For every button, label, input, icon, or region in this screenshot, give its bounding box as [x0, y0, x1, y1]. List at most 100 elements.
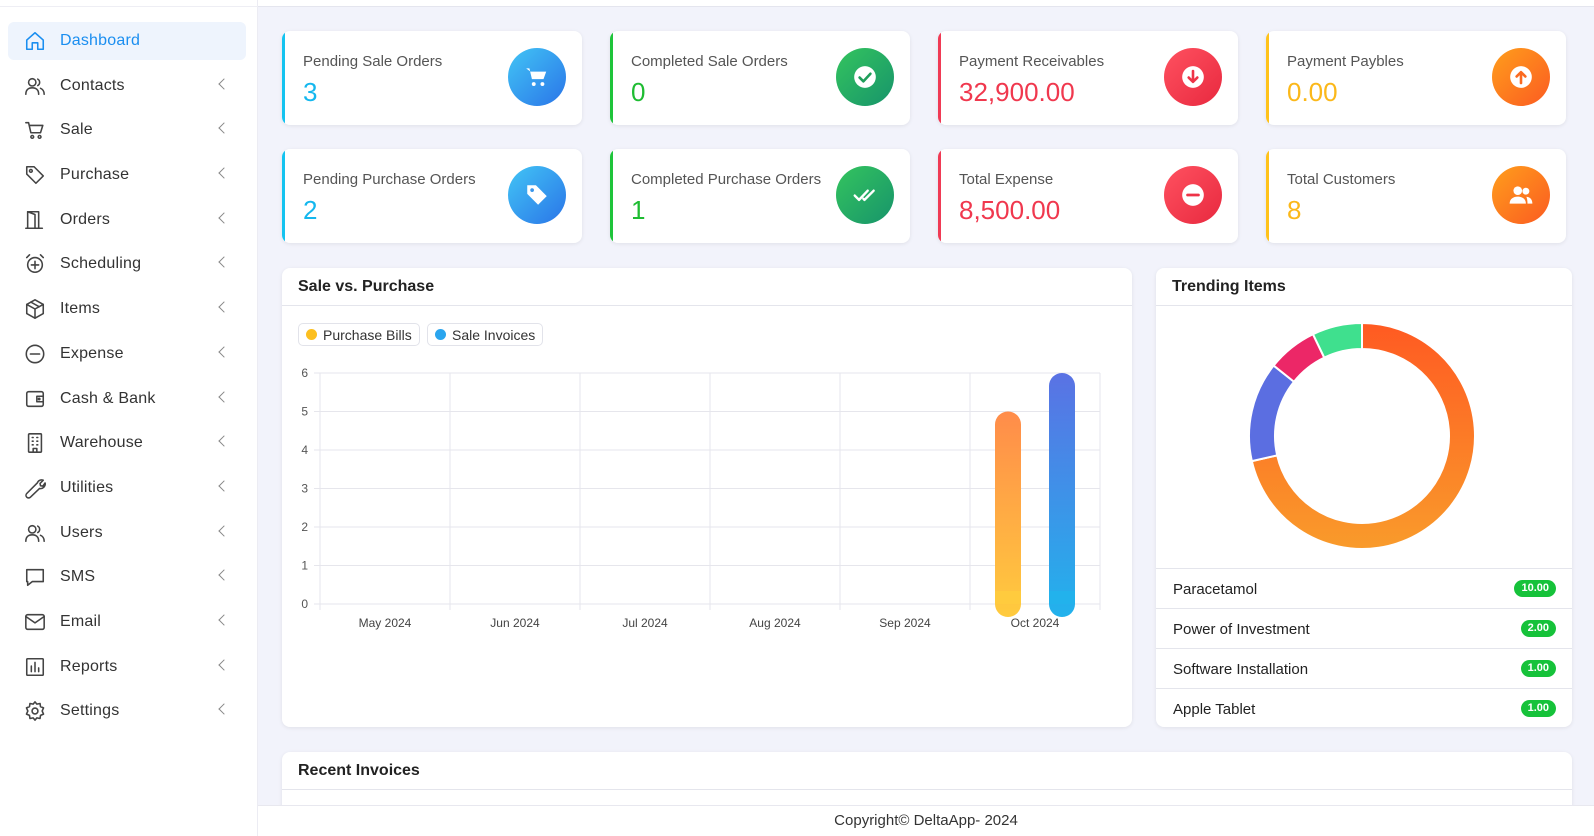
- payment-paybles-card[interactable]: Payment Paybles 0.00: [1266, 31, 1566, 125]
- stat-label: Completed Sale Orders: [631, 53, 788, 70]
- sidebar-item-label: Sale: [60, 121, 93, 139]
- legend-sale-invoices[interactable]: Sale Invoices: [427, 323, 544, 346]
- stat-label: Pending Sale Orders: [303, 53, 443, 70]
- y-tick-label: 3: [301, 482, 308, 496]
- trending-item-row[interactable]: Apple Tablet 1.00: [1156, 688, 1572, 727]
- y-tick-label: 1: [301, 559, 308, 573]
- bar-sale-invoices[interactable]: [1049, 373, 1075, 617]
- chevron-left-icon: [218, 703, 230, 715]
- x-tick-label: Sep 2024: [879, 616, 931, 630]
- sidebar-item-expense[interactable]: Expense: [8, 335, 246, 373]
- tag-icon: [508, 166, 566, 224]
- building-icon: [24, 432, 46, 454]
- stat-value: 2: [303, 195, 318, 225]
- y-tick-label: 2: [301, 520, 308, 534]
- sidebar-top-divider: [0, 6, 258, 7]
- wrench-icon: [24, 477, 46, 499]
- sidebar-item-sms[interactable]: SMS: [8, 558, 246, 596]
- stat-label: Pending Purchase Orders: [303, 171, 476, 188]
- cart-icon: [24, 119, 46, 141]
- alarm-icon: [24, 253, 46, 275]
- trending-item-row[interactable]: Paracetamol 10.00: [1156, 568, 1572, 607]
- legend-purchase-bills[interactable]: Purchase Bills: [298, 323, 420, 346]
- chevron-left-icon: [218, 167, 230, 179]
- sidebar: Dashboard Contacts Sale Purchase Orders …: [0, 0, 258, 836]
- chevron-left-icon: [218, 346, 230, 358]
- panel-title: Sale vs. Purchase: [298, 278, 435, 295]
- minus-circle-icon: [1164, 166, 1222, 224]
- completed-purchase-orders-card[interactable]: Completed Purchase Orders 1: [610, 149, 910, 243]
- stat-value: 8,500.00: [959, 195, 1061, 225]
- trending-item-row[interactable]: Power of Investment 2.00: [1156, 608, 1572, 647]
- sidebar-item-label: Utilities: [60, 478, 114, 496]
- stat-label: Completed Purchase Orders: [631, 171, 822, 188]
- chevron-left-icon: [218, 78, 230, 90]
- sidebar-item-cash-bank[interactable]: Cash & Bank: [8, 380, 246, 418]
- sidebar-item-users[interactable]: Users: [8, 514, 246, 552]
- bar-purchase-bills[interactable]: [995, 411, 1021, 618]
- donut-slice-power-of-investment[interactable]: [1248, 364, 1296, 463]
- stat-label: Payment Receivables: [959, 53, 1105, 70]
- wallet-icon: [24, 388, 46, 410]
- legend-label: Sale Invoices: [452, 326, 536, 343]
- box-icon: [24, 298, 46, 320]
- stat-value: 3: [303, 77, 318, 107]
- trending-item-qty-badge: 2.00: [1520, 620, 1556, 637]
- trending-item-name: Software Installation: [1173, 661, 1309, 678]
- sidebar-item-contacts[interactable]: Contacts: [8, 67, 246, 105]
- copyright-text: Copyright© DeltaApp- 2024: [834, 812, 1018, 829]
- sidebar-item-orders[interactable]: Orders: [8, 201, 246, 239]
- sidebar-item-label: SMS: [60, 568, 96, 586]
- chevron-left-icon: [218, 658, 230, 671]
- chevron-left-icon: [218, 435, 230, 447]
- sidebar-item-scheduling[interactable]: Scheduling: [8, 245, 246, 283]
- trending-item-qty-badge: 10.00: [1514, 580, 1556, 597]
- stat-value: 0.00: [1287, 77, 1338, 107]
- trending-items-panel: Trending Items Paracetamol 10.00 Power o…: [1156, 268, 1572, 727]
- cart-icon: [508, 48, 566, 106]
- stat-value: 0: [631, 77, 646, 107]
- sidebar-item-label: Warehouse: [60, 434, 144, 452]
- user-group-icon: [24, 522, 46, 544]
- sidebar-item-settings[interactable]: Settings: [8, 692, 246, 730]
- panel-title: Trending Items: [1172, 278, 1286, 295]
- sidebar-item-email[interactable]: Email: [8, 603, 246, 641]
- total-expense-card[interactable]: Total Expense 8,500.00: [938, 149, 1238, 243]
- sidebar-item-dashboard[interactable]: Dashboard: [8, 22, 246, 60]
- legend-dot: [435, 329, 446, 340]
- bar-chart-icon: [24, 656, 46, 678]
- users-icon: [1492, 166, 1550, 224]
- completed-sale-orders-card[interactable]: Completed Sale Orders 0: [610, 31, 910, 125]
- chevron-left-icon: [218, 390, 230, 403]
- sidebar-item-utilities[interactable]: Utilities: [8, 469, 246, 507]
- sidebar-item-sale[interactable]: Sale: [8, 111, 246, 149]
- donut-slice-paracetamol[interactable]: [1250, 321, 1476, 550]
- sidebar-item-items[interactable]: Items: [8, 290, 246, 328]
- x-tick-label: Oct 2024: [1011, 616, 1060, 630]
- pending-purchase-orders-card[interactable]: Pending Purchase Orders 2: [282, 149, 582, 243]
- arrow-down-circle-icon: [1164, 48, 1222, 106]
- donut-slice-apple-tablet[interactable]: [1311, 321, 1363, 359]
- stat-value: 1: [631, 195, 646, 225]
- tag-icon: [24, 164, 46, 186]
- total-customers-card[interactable]: Total Customers 8: [1266, 149, 1566, 243]
- sidebar-item-label: Cash & Bank: [60, 389, 156, 407]
- trending-item-row[interactable]: Software Installation 1.00: [1156, 648, 1572, 687]
- sidebar-item-warehouse[interactable]: Warehouse: [8, 424, 246, 462]
- sidebar-item-purchase[interactable]: Purchase: [8, 156, 246, 194]
- chevron-left-icon: [218, 614, 230, 626]
- sidebar-item-reports[interactable]: Reports: [8, 648, 246, 686]
- chevron-left-icon: [218, 569, 230, 581]
- card-accent-bar: [282, 149, 285, 243]
- legend-dot: [306, 329, 317, 340]
- sidebar-item-label: Expense: [60, 344, 124, 362]
- y-tick-label: 4: [301, 443, 308, 457]
- payment-receivables-card[interactable]: Payment Receivables 32,900.00: [938, 31, 1238, 125]
- pending-sale-orders-card[interactable]: Pending Sale Orders 3: [282, 31, 582, 125]
- y-tick-label: 6: [301, 366, 308, 380]
- x-tick-label: May 2024: [359, 616, 412, 630]
- y-tick-label: 0: [301, 597, 308, 611]
- sidebar-item-label: Items: [60, 300, 101, 318]
- x-tick-label: Jul 2024: [622, 616, 668, 630]
- chevron-left-icon: [218, 256, 230, 269]
